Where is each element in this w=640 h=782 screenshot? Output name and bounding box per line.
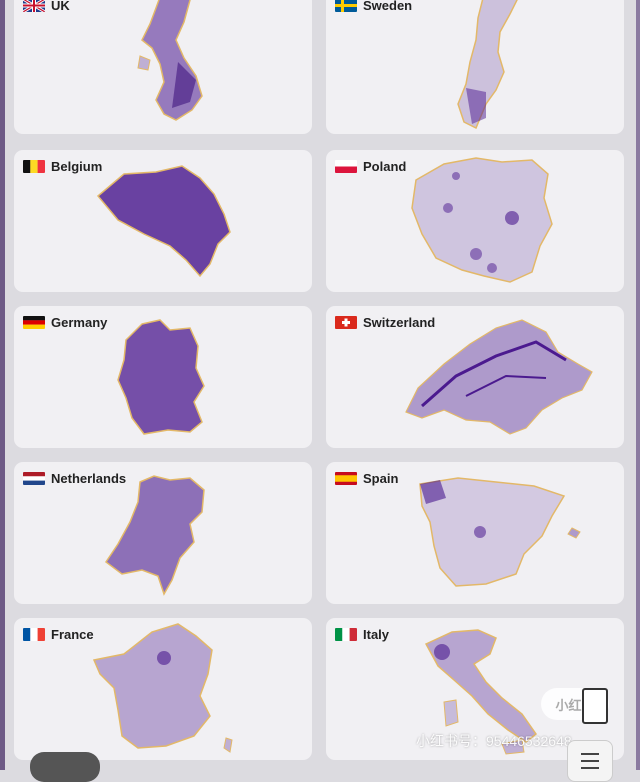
country-name: Belgium [51, 158, 103, 174]
card-header: Netherlands [23, 470, 127, 486]
germany-map [117, 319, 205, 435]
right-edge [636, 0, 640, 770]
card-germany[interactable]: Germany [14, 306, 312, 448]
switzerland-map [405, 319, 593, 435]
menu-icon-line [581, 767, 599, 769]
uk-flag-icon [23, 0, 45, 12]
card-switzerland[interactable]: Switzerland [326, 306, 624, 448]
country-name: Italy [363, 626, 390, 642]
card-header: UK [23, 0, 70, 13]
card-poland[interactable]: Poland [326, 150, 624, 292]
card-belgium[interactable]: Belgium [14, 150, 312, 292]
bookmark-icon[interactable] [582, 688, 608, 724]
bottom-left-button[interactable] [30, 752, 100, 782]
card-sweden[interactable]: Sweden [326, 0, 624, 134]
spain-flag-icon [335, 471, 357, 485]
card-uk[interactable]: UK [14, 0, 312, 134]
germany-flag-icon [23, 315, 45, 329]
poland-flag-icon [335, 159, 357, 173]
sweden-flag-icon [335, 0, 357, 12]
netherlands-map [104, 475, 205, 596]
country-name: Netherlands [51, 470, 127, 486]
card-header: Spain [335, 470, 399, 486]
country-name: Poland [363, 158, 407, 174]
menu-icon-line [581, 760, 599, 762]
italy-map [424, 629, 538, 755]
spain-map [419, 477, 581, 587]
menu-button[interactable] [567, 740, 613, 782]
netherlands-flag-icon [23, 471, 45, 485]
menu-icon [581, 753, 599, 755]
country-name: UK [51, 0, 70, 13]
country-name: France [51, 626, 94, 642]
switzerland-flag-icon [335, 315, 357, 329]
card-header: Italy [335, 626, 390, 642]
france-map [92, 623, 233, 753]
belgium-flag-icon [23, 159, 45, 173]
france-flag-icon [23, 627, 45, 641]
card-italy[interactable]: Italy [326, 618, 624, 760]
uk-map [137, 0, 203, 121]
card-header: Poland [335, 158, 407, 174]
card-netherlands[interactable]: Netherlands [14, 462, 312, 604]
card-spain[interactable]: Spain [326, 462, 624, 604]
country-name: Switzerland [363, 314, 436, 330]
card-header: Belgium [23, 158, 103, 174]
card-header: Switzerland [335, 314, 436, 330]
card-header: Sweden [335, 0, 413, 13]
country-name: Spain [363, 470, 399, 486]
italy-flag-icon [335, 627, 357, 641]
country-name: Sweden [363, 0, 413, 13]
left-edge [0, 0, 5, 770]
belgium-map [96, 165, 231, 278]
sweden-map [457, 0, 518, 130]
card-header: France [23, 626, 94, 642]
country-name: Germany [51, 314, 108, 330]
poland-map [411, 157, 553, 283]
watermark-id: 小红书号：95446532648 [416, 733, 572, 749]
card-france[interactable]: France [14, 618, 312, 760]
card-header: Germany [23, 314, 108, 330]
